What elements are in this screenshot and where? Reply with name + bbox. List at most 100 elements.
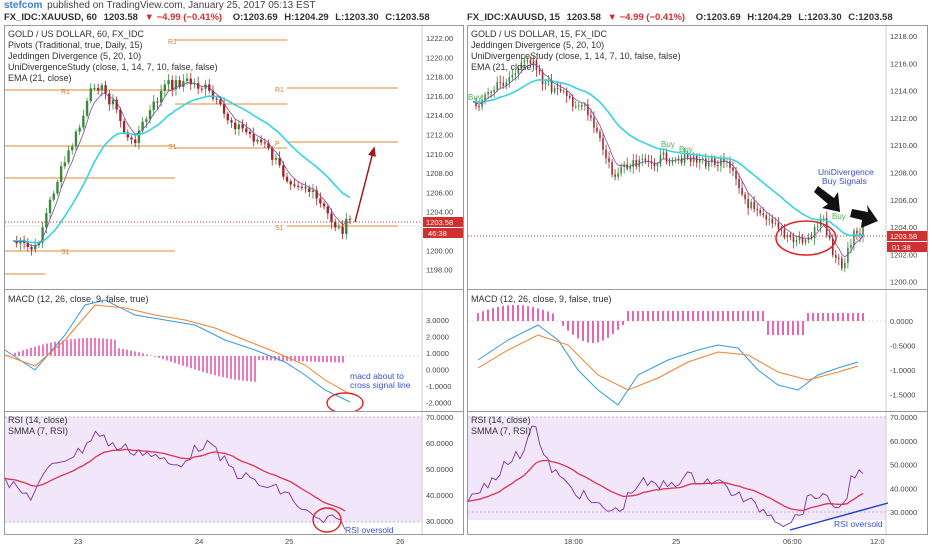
candle-body <box>163 84 167 91</box>
right-open: O:1203.69 <box>695 12 741 23</box>
right-symbol[interactable]: FX_IDC:XAUUSD, 15 <box>467 12 560 23</box>
right-time-badge-text: 01:38 <box>892 243 911 252</box>
candle-body <box>296 185 300 187</box>
pivot-label-r1-right: R1 <box>275 87 284 94</box>
price-tick-label: 1204.00 <box>426 208 453 217</box>
right-buy-label-2: Buy <box>679 145 693 154</box>
left-price-panel[interactable]: GOLD / US DOLLAR, 60, FX_IDC Pivots (Tra… <box>4 25 464 290</box>
left-macd-panel[interactable]: MACD (12, 26, close, 9, false, true) mac… <box>4 289 464 424</box>
left-change: ▼ −4.99 (−0.41%) <box>144 12 223 23</box>
right-macd-line <box>477 324 859 406</box>
candle-body <box>322 203 326 207</box>
candle-body <box>617 173 619 177</box>
left-projection-arrow <box>354 151 374 223</box>
right-rsi-panel[interactable]: RSI oversold 70.0000 60.0000 50.0000 40.000… <box>467 411 928 535</box>
candle-body <box>211 90 215 99</box>
rsi-tick-label: 70.0000 <box>890 413 917 422</box>
candle-body <box>777 222 780 229</box>
candle-body <box>300 186 304 188</box>
candle-body <box>115 99 118 110</box>
candle-body <box>792 236 795 243</box>
left-rsi-circle <box>312 507 342 533</box>
candle-body <box>756 209 758 211</box>
candle-body <box>720 158 722 166</box>
candle-body <box>795 240 798 243</box>
right-rsi-line <box>467 425 864 528</box>
candle-body <box>735 170 737 180</box>
candle-body <box>156 101 159 103</box>
left-rsi-legend-rsi: RSI (14, close) <box>8 415 68 425</box>
candle-body <box>89 88 92 101</box>
left-price-badge-text: 1203.58 <box>426 218 453 227</box>
left-symbol-line: FX_IDC:XAUUSD, 60 1203.58 ▼ −4.99 (−0.41… <box>4 11 434 24</box>
candle-body <box>620 167 622 174</box>
left-arrow-head <box>368 146 376 157</box>
candle-body <box>182 81 185 87</box>
left-macd-ticks: 3.00002.00001.00000.0000-1.0000-2.0000-3… <box>426 316 451 424</box>
candle-body <box>345 218 348 234</box>
candle-body <box>759 209 762 214</box>
right-price-chart: Buy Buy Buy Buy UniDivergence Buy Signal… <box>468 26 927 289</box>
candle-body <box>263 142 267 144</box>
candle-body <box>330 213 333 222</box>
candle-body <box>647 160 650 162</box>
right-rsi-ticks: 70.0000 60.0000 50.0000 40.0000 30.0000 <box>890 413 917 517</box>
candle-body <box>599 131 601 139</box>
right-close: C:1203.58 <box>848 12 893 23</box>
candle-body <box>847 247 849 263</box>
left-time-badge <box>423 228 463 238</box>
left-time-axis: 23 24 25 26 <box>74 537 404 546</box>
candle-body <box>692 155 695 162</box>
right-legend-title: GOLD / US DOLLAR, 15, FX_IDC <box>471 29 608 39</box>
left-close: C:1203.58 <box>385 12 430 23</box>
price-tick-label: 1220.00 <box>426 53 453 62</box>
candle-body <box>26 242 30 248</box>
right-jeddingen-line <box>472 63 864 258</box>
candle-body <box>130 137 133 140</box>
left-symbol[interactable]: FX_IDC:XAUUSD, 60 <box>4 12 97 23</box>
candle-body <box>267 143 270 149</box>
candle-body <box>248 131 252 135</box>
candle-body <box>741 188 743 195</box>
candle-body <box>668 161 671 163</box>
pivot-label-r1-left: R1 <box>61 89 70 96</box>
right-macd-chart: 0.0000 -0.5000 -1.0000 -1.5000 <box>468 290 915 411</box>
price-tick-label: 1216.00 <box>426 92 453 101</box>
candle-body <box>578 105 580 107</box>
left-ema-line <box>12 95 351 244</box>
macd-tick-label: 1.0000 <box>426 349 449 358</box>
candle-body <box>490 91 492 93</box>
candle-body <box>698 159 701 163</box>
right-macd-panel[interactable]: MACD (12, 26, close, 9, false, true) 0.0… <box>467 289 928 412</box>
left-rsi-legend: RSI (14, close) SMMA (7, RSI) <box>8 415 68 437</box>
price-tick-label: 1200.00 <box>426 246 453 255</box>
candle-body <box>587 104 589 116</box>
left-x-label-26: 26 <box>396 537 404 546</box>
candle-body <box>656 164 659 167</box>
left-rsi-legend-smma: SMMA (7, RSI) <box>8 426 69 436</box>
price-tick-label: 1212.00 <box>426 131 453 140</box>
publisher-name[interactable]: stefcom <box>4 0 43 11</box>
pivot-label-p: P <box>275 141 280 148</box>
rsi-tick-label: 50.0000 <box>890 461 917 470</box>
left-rsi-panel[interactable]: RSI oversold 70.0000 60.0000 50.0000 40.000… <box>4 411 464 535</box>
price-tick-label: 1210.00 <box>890 141 917 150</box>
rsi-tick-label: 70.0000 <box>426 413 453 422</box>
candle-body <box>574 106 577 108</box>
right-low: L:1203.30 <box>798 12 842 23</box>
candle-body <box>100 85 104 91</box>
right-price-panel[interactable]: GOLD / US DOLLAR, 15, FX_IDC Jeddingen D… <box>467 25 928 290</box>
price-tick-label: 1222.00 <box>426 34 453 43</box>
right-change: ▼ −4.99 (−0.41%) <box>607 12 686 23</box>
candle-body <box>635 159 638 167</box>
left-low: L:1203.30 <box>335 12 379 23</box>
right-symbol-line: FX_IDC:XAUUSD, 15 1203.58 ▼ −4.99 (−0.41… <box>467 11 897 24</box>
right-last: 1203.58 <box>566 12 601 23</box>
candle-body <box>816 226 819 228</box>
price-tick-label: 1208.00 <box>890 169 917 178</box>
right-x-label-1200: 12:0 <box>870 537 885 546</box>
left-macd-annotation-1: macd about to <box>350 371 404 381</box>
left-legend: GOLD / US DOLLAR, 60, FX_IDC Pivots (Tra… <box>8 29 218 84</box>
candle-body <box>475 101 477 107</box>
left-legend-jeddingen: Jeddingen Divergence (5, 20, 10) <box>8 51 142 61</box>
